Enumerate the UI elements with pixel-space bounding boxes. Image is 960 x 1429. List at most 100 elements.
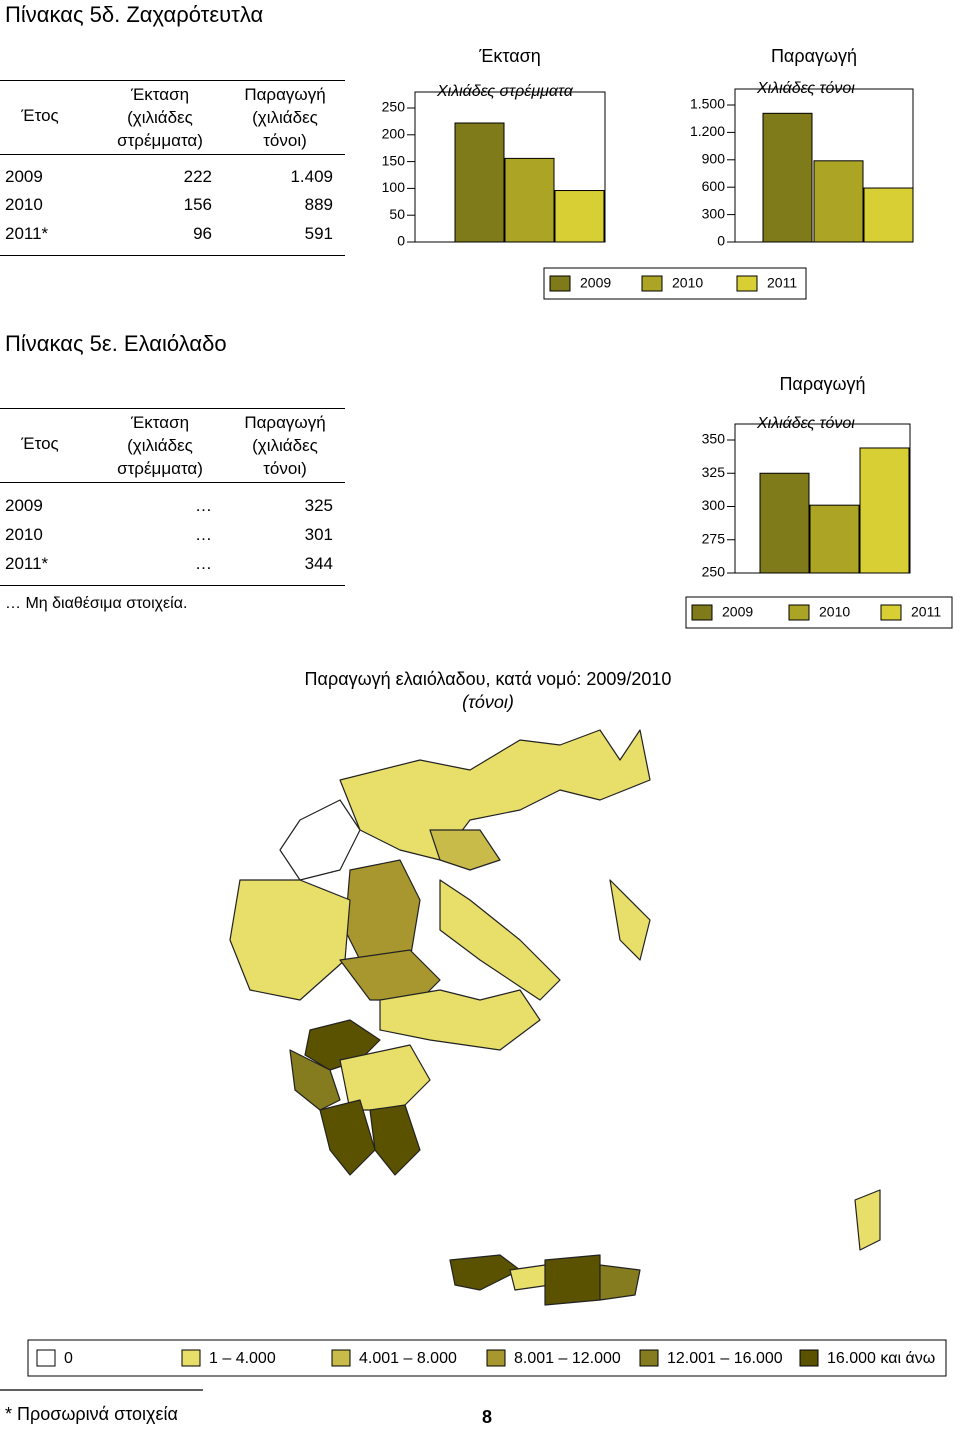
legend-box xyxy=(685,596,953,629)
table-header: Παραγωγή (χιλιάδες τόνοι) xyxy=(244,85,326,150)
legend-label: 2009 xyxy=(722,604,753,620)
table-cell: 96 xyxy=(193,224,212,243)
bar xyxy=(813,160,864,243)
y-tick-label: 150 xyxy=(382,152,406,168)
chart-title: Παραγωγή xyxy=(771,46,857,66)
y-tick-label: 250 xyxy=(702,564,726,580)
map-title: Παραγωγή ελαιόλαδου, κατά νομό: 2009/201… xyxy=(305,669,672,689)
chart-subtitle: Χιλιάδες τόνοι xyxy=(756,415,855,432)
table-rule xyxy=(0,585,345,586)
bar xyxy=(859,447,910,574)
bar xyxy=(863,187,914,243)
table-cell: 2010 xyxy=(5,195,43,214)
legend-swatch xyxy=(691,604,713,621)
legend-label: 16.000 και άνω xyxy=(827,1350,935,1367)
table-cell: 222 xyxy=(183,167,212,186)
y-tick-label: 50 xyxy=(389,206,405,222)
legend-label: 2009 xyxy=(580,275,611,291)
y-tick-label: 300 xyxy=(702,497,726,513)
y-tick-label: 275 xyxy=(702,530,726,546)
map xyxy=(229,729,881,1306)
table-header: Έκταση (χιλιάδες στρέμματα) xyxy=(117,413,203,478)
map-region xyxy=(449,1254,521,1291)
page-number: 8 xyxy=(482,1407,492,1427)
chart-subtitle: Χιλιάδες τόνοι xyxy=(756,80,855,97)
legend-swatch xyxy=(36,1349,56,1367)
table-cell: 2009 xyxy=(5,167,43,186)
bar xyxy=(759,472,810,574)
y-tick-label: 1.200 xyxy=(690,123,725,139)
table-cell: 2010 xyxy=(5,525,43,544)
map-region xyxy=(439,879,561,1001)
y-tick-label: 0 xyxy=(397,233,405,249)
table-header: Έτος xyxy=(21,434,59,453)
footnote: * Προσωρινά στοιχεία xyxy=(5,1404,178,1424)
map-region xyxy=(339,1044,431,1111)
bar xyxy=(454,122,505,243)
legend-label: 8.001 – 12.000 xyxy=(514,1350,621,1367)
table-cell: … xyxy=(195,525,212,544)
legend-box xyxy=(543,267,807,300)
legend-label: 0 xyxy=(64,1350,73,1367)
map-region xyxy=(429,829,501,871)
y-tick-label: 250 xyxy=(382,99,406,115)
y-tick-label: 100 xyxy=(382,179,406,195)
legend-swatch xyxy=(788,604,810,621)
y-tick-label: 325 xyxy=(702,464,726,480)
table-note: … Μη διαθέσιμα στοιχεία. xyxy=(5,595,188,612)
map-region xyxy=(369,1104,421,1176)
y-tick-label: 900 xyxy=(702,151,726,167)
legend-swatch xyxy=(331,1349,351,1367)
table-header: Παραγωγή (χιλιάδες τόνοι) xyxy=(244,413,326,478)
chart-title: Παραγωγή xyxy=(779,374,865,394)
y-tick-label: 200 xyxy=(382,126,406,142)
table-cell: … xyxy=(195,496,212,515)
table-cell: 889 xyxy=(304,195,333,214)
chart-subtitle: Χιλιάδες στρέμματα xyxy=(436,83,574,100)
legend-swatch xyxy=(486,1349,506,1367)
table-cell: 591 xyxy=(304,224,333,243)
table-rule xyxy=(0,154,345,155)
legend-label: 2011 xyxy=(911,604,941,620)
legend-swatch xyxy=(549,275,571,292)
legend-label: 2010 xyxy=(819,604,850,620)
y-tick-label: 300 xyxy=(702,205,726,221)
map-region xyxy=(339,729,651,861)
table-cell: 2011* xyxy=(5,554,49,573)
legend-label: 2011 xyxy=(767,275,797,291)
legend-swatch xyxy=(880,604,902,621)
y-tick-label: 600 xyxy=(702,178,726,194)
legend-swatch xyxy=(181,1349,201,1367)
map-region xyxy=(599,1264,641,1301)
map-region xyxy=(319,1099,376,1176)
map-region xyxy=(289,1049,341,1111)
legend-swatch xyxy=(736,275,758,292)
table-cell: … xyxy=(195,554,212,573)
y-tick-label: 1.500 xyxy=(690,96,725,112)
map-region xyxy=(229,879,351,1001)
legend-swatch xyxy=(641,275,663,292)
legend-label: 2010 xyxy=(672,275,703,291)
map-region xyxy=(544,1254,601,1306)
table-header: Έκταση (χιλιάδες στρέμματα) xyxy=(117,85,203,150)
section-title: Πίνακας 5δ. Ζαχαρότευτλα xyxy=(5,2,264,27)
legend-swatch xyxy=(799,1349,819,1367)
map-region xyxy=(279,799,361,881)
table-cell: 156 xyxy=(183,195,212,214)
table-cell: 325 xyxy=(304,496,333,515)
legend-box xyxy=(27,1339,947,1377)
legend-label: 12.001 – 16.000 xyxy=(667,1350,783,1367)
bar xyxy=(762,112,813,243)
chart-title: Έκταση xyxy=(478,46,541,66)
table-rule xyxy=(0,255,345,256)
table-header: Έτος xyxy=(21,106,59,125)
legend-label: 1 – 4.000 xyxy=(209,1350,276,1367)
map-region xyxy=(339,949,441,1001)
bar xyxy=(554,190,605,243)
table-cell: 2009 xyxy=(5,496,43,515)
table-cell: 344 xyxy=(304,554,333,573)
bar xyxy=(504,157,555,243)
map-region xyxy=(854,1189,881,1251)
